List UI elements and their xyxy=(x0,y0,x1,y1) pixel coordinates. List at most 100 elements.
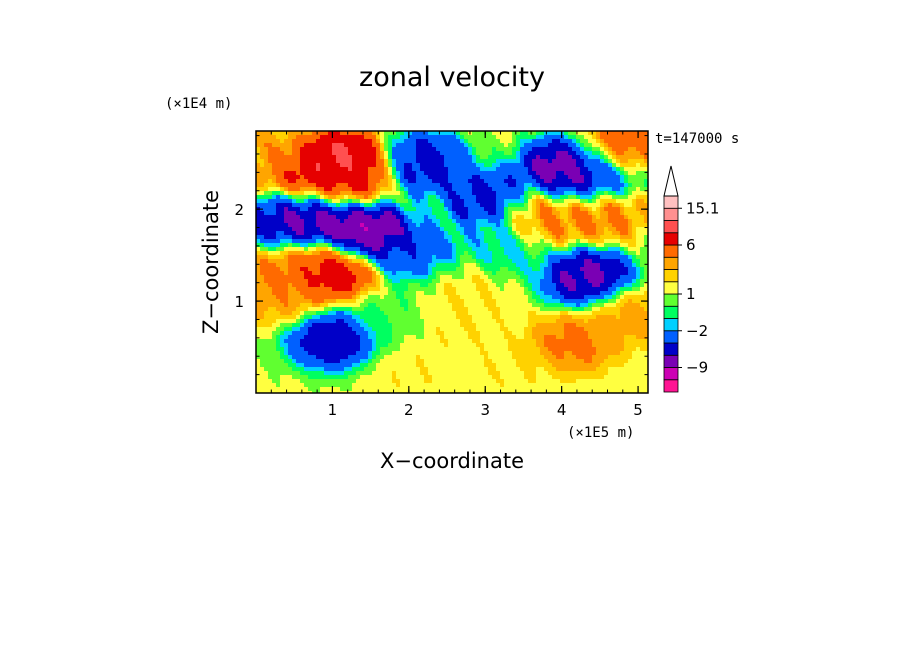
field-cell xyxy=(300,299,305,304)
field-cell xyxy=(352,199,357,204)
field-cell xyxy=(392,163,397,168)
field-cell xyxy=(520,291,525,296)
field-cell xyxy=(568,303,573,308)
field-cell xyxy=(392,275,397,280)
field-cell xyxy=(572,131,577,136)
field-cell xyxy=(280,271,285,276)
field-cell xyxy=(516,275,521,280)
field-cell xyxy=(372,327,377,332)
field-cell xyxy=(416,207,421,212)
field-cell xyxy=(576,155,581,160)
field-cell xyxy=(476,187,481,192)
field-cell xyxy=(528,163,533,168)
field-cell xyxy=(336,251,341,256)
field-cell xyxy=(584,287,589,292)
field-cell xyxy=(432,207,437,212)
field-cell xyxy=(416,131,421,136)
field-cell xyxy=(520,195,525,200)
field-cell xyxy=(604,259,609,264)
field-cell xyxy=(428,179,433,184)
field-cell xyxy=(616,307,621,312)
field-cell xyxy=(364,283,369,288)
field-cell xyxy=(400,231,405,236)
field-cell xyxy=(344,319,349,324)
field-cell xyxy=(272,215,277,220)
field-cell xyxy=(380,131,385,136)
field-cell xyxy=(260,263,265,268)
field-cell xyxy=(544,223,549,228)
field-cell xyxy=(644,283,648,288)
field-cell xyxy=(300,271,305,276)
field-cell xyxy=(292,323,297,328)
field-cell xyxy=(512,227,517,232)
field-cell xyxy=(644,295,648,300)
field-cell xyxy=(304,203,309,208)
field-cell xyxy=(468,251,473,256)
field-cell xyxy=(596,155,601,160)
field-cell xyxy=(340,231,345,236)
field-cell xyxy=(616,151,621,156)
field-cell xyxy=(284,323,289,328)
field-cell xyxy=(300,175,305,180)
field-cell xyxy=(484,195,489,200)
field-cell xyxy=(436,235,441,240)
field-cell xyxy=(456,331,461,336)
field-cell xyxy=(612,303,617,308)
field-cell xyxy=(372,159,377,164)
field-cell xyxy=(600,227,605,232)
field-cell xyxy=(416,231,421,236)
field-cell xyxy=(572,179,577,184)
field-cell xyxy=(336,247,341,252)
field-cell xyxy=(332,143,337,148)
field-cell xyxy=(564,251,569,256)
field-cell xyxy=(504,271,509,276)
field-cell xyxy=(448,195,453,200)
field-cell xyxy=(436,223,441,228)
field-cell xyxy=(388,179,393,184)
field-cell xyxy=(276,215,281,220)
field-cell xyxy=(476,291,481,296)
field-cell xyxy=(444,243,449,248)
field-cell xyxy=(292,291,297,296)
field-cell xyxy=(480,159,485,164)
field-cell xyxy=(560,287,565,292)
field-cell xyxy=(344,295,349,300)
field-cell xyxy=(356,167,361,172)
field-cell xyxy=(572,291,577,296)
field-cell xyxy=(352,267,357,272)
field-cell xyxy=(440,331,445,336)
field-cell xyxy=(608,283,613,288)
field-cell xyxy=(288,215,293,220)
field-cell xyxy=(272,191,277,196)
field-cell xyxy=(492,211,497,216)
field-cell xyxy=(568,163,573,168)
field-cell xyxy=(624,287,629,292)
field-cell xyxy=(540,187,545,192)
field-cell xyxy=(448,307,453,312)
field-cell xyxy=(328,151,333,156)
field-cell xyxy=(348,223,353,228)
field-cell xyxy=(264,219,269,224)
field-cell xyxy=(528,155,533,160)
field-cell xyxy=(508,323,513,328)
field-cell xyxy=(512,151,517,156)
field-cell xyxy=(436,315,441,320)
field-cell xyxy=(260,291,265,296)
field-cell xyxy=(336,323,341,328)
field-cell xyxy=(584,175,589,180)
field-cell xyxy=(308,275,313,280)
field-cell xyxy=(420,299,425,304)
field-cell xyxy=(592,303,597,308)
field-cell xyxy=(540,303,545,308)
field-cell xyxy=(348,311,353,316)
field-cell xyxy=(520,183,525,188)
field-cell xyxy=(424,163,429,168)
field-cell xyxy=(576,187,581,192)
field-cell xyxy=(388,323,393,328)
field-cell xyxy=(292,267,297,272)
field-cell xyxy=(280,155,285,160)
field-cell xyxy=(320,303,325,308)
field-cell xyxy=(480,207,485,212)
field-cell xyxy=(356,227,361,232)
field-cell xyxy=(344,159,349,164)
